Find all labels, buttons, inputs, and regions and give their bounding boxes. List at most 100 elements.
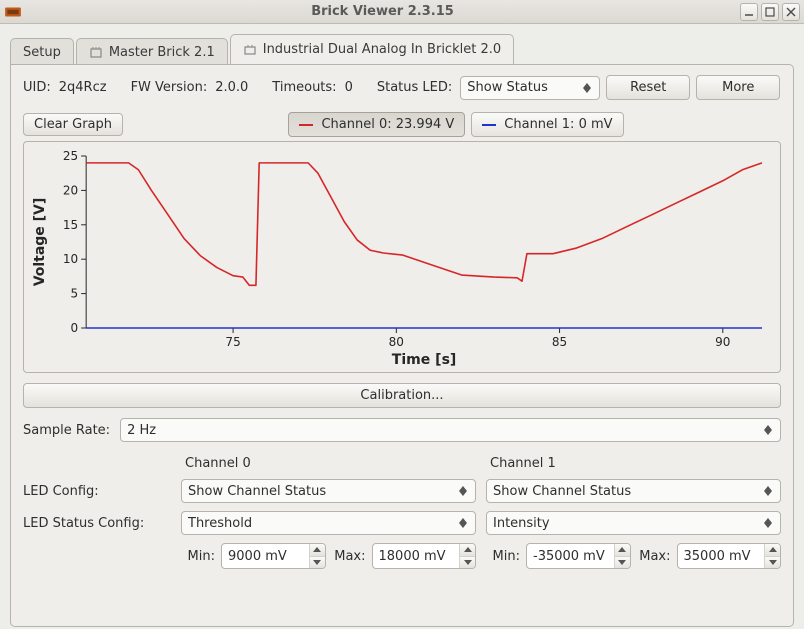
button-label: More bbox=[722, 80, 754, 95]
content-area: Setup Master Brick 2.1 Industrial Dual A… bbox=[0, 24, 804, 629]
channel1-swatch bbox=[482, 124, 496, 126]
svg-text:25: 25 bbox=[63, 149, 78, 163]
spin-up[interactable] bbox=[460, 544, 475, 557]
led-status-config-label: LED Status Config: bbox=[23, 516, 171, 531]
svg-text:90: 90 bbox=[715, 335, 730, 349]
statusled-label: Status LED: bbox=[377, 80, 452, 95]
calibration-row: Calibration... bbox=[23, 383, 781, 408]
reset-button[interactable]: Reset bbox=[606, 75, 690, 100]
sample-rate-label: Sample Rate: bbox=[23, 423, 110, 438]
minimize-button[interactable] bbox=[740, 3, 758, 21]
tab-label: Setup bbox=[23, 45, 61, 60]
spin-value: 18000 mV bbox=[373, 544, 460, 568]
statusled-value: Show Status bbox=[467, 80, 581, 95]
ch0-led-status-config-select[interactable]: Threshold bbox=[181, 511, 476, 535]
select-value: Show Channel Status bbox=[493, 484, 762, 499]
clear-graph-button[interactable]: Clear Graph bbox=[23, 113, 123, 136]
chart-canvas: 051015202575808590Time [s]Voltage [V] bbox=[28, 148, 770, 368]
updown-icon bbox=[762, 486, 774, 496]
more-button[interactable]: More bbox=[696, 75, 780, 100]
min-label: Min: bbox=[181, 549, 215, 564]
led-config-label: LED Config: bbox=[23, 484, 171, 499]
spin-down[interactable] bbox=[765, 557, 780, 569]
spin-down[interactable] bbox=[460, 557, 475, 569]
ch1-min-spin[interactable]: -35000 mV bbox=[526, 543, 631, 569]
window-title: Brick Viewer 2.3.15 bbox=[28, 4, 737, 19]
fw-value: 2.0.0 bbox=[215, 80, 248, 95]
select-value: Intensity bbox=[493, 516, 762, 531]
spin-up[interactable] bbox=[615, 544, 630, 557]
app-icon bbox=[4, 3, 22, 21]
updown-icon bbox=[457, 518, 469, 528]
tab-master-brick[interactable]: Master Brick 2.1 bbox=[76, 38, 228, 65]
channel0-header: Channel 0 bbox=[181, 456, 476, 471]
brick-icon bbox=[89, 46, 103, 60]
spin-value: -35000 mV bbox=[527, 544, 614, 568]
svg-text:0: 0 bbox=[70, 321, 78, 335]
ch1-led-config-select[interactable]: Show Channel Status bbox=[486, 479, 781, 503]
spin-down[interactable] bbox=[615, 557, 630, 569]
tab-setup[interactable]: Setup bbox=[10, 38, 74, 65]
voltage-chart: 051015202575808590Time [s]Voltage [V] bbox=[23, 141, 781, 373]
updown-icon bbox=[762, 518, 774, 528]
maximize-button[interactable] bbox=[761, 3, 779, 21]
button-label: Reset bbox=[630, 80, 666, 95]
ch1-led-status-config-select[interactable]: Intensity bbox=[486, 511, 781, 535]
select-value: Show Channel Status bbox=[188, 484, 457, 499]
sample-rate-select[interactable]: 2 Hz bbox=[120, 418, 781, 442]
timeouts-label: Timeouts: bbox=[272, 80, 336, 95]
fw-label: FW Version: bbox=[131, 80, 208, 95]
bricklet-icon bbox=[243, 43, 257, 57]
svg-text:5: 5 bbox=[70, 287, 78, 301]
ch1-max-spin[interactable]: 35000 mV bbox=[677, 543, 782, 569]
svg-text:10: 10 bbox=[63, 252, 78, 266]
close-button[interactable] bbox=[782, 3, 800, 21]
svg-text:20: 20 bbox=[63, 183, 78, 197]
led-status-config-row: LED Status Config: Threshold Intensity bbox=[23, 511, 781, 535]
window-titlebar: Brick Viewer 2.3.15 bbox=[0, 0, 804, 24]
calibration-button[interactable]: Calibration... bbox=[23, 383, 781, 408]
info-row: UID: 2q4Rcz FW Version: 2.0.0 Timeouts: … bbox=[23, 75, 781, 100]
uid-value: 2q4Rcz bbox=[59, 80, 107, 95]
svg-text:75: 75 bbox=[225, 335, 240, 349]
tab-panel: UID: 2q4Rcz FW Version: 2.0.0 Timeouts: … bbox=[10, 64, 794, 627]
spin-value: 9000 mV bbox=[222, 544, 309, 568]
minmax-row: Min: 9000 mV Max: 18000 mV Min: -35000 m… bbox=[23, 543, 781, 569]
tab-label: Master Brick 2.1 bbox=[109, 45, 215, 60]
tabs-row: Setup Master Brick 2.1 Industrial Dual A… bbox=[10, 32, 794, 64]
ch0-led-config-select[interactable]: Show Channel Status bbox=[181, 479, 476, 503]
ch0-minmax: Min: 9000 mV Max: 18000 mV bbox=[181, 543, 476, 569]
updown-icon bbox=[457, 486, 469, 496]
svg-text:80: 80 bbox=[389, 335, 404, 349]
channel1-label: Channel 1: 0 mV bbox=[504, 117, 612, 132]
ch0-min-spin[interactable]: 9000 mV bbox=[221, 543, 326, 569]
max-label: Max: bbox=[332, 549, 366, 564]
svg-text:Time [s]: Time [s] bbox=[392, 352, 457, 368]
statusled-select[interactable]: Show Status bbox=[460, 76, 600, 100]
channel0-toggle[interactable]: Channel 0: 23.994 V bbox=[288, 112, 465, 137]
button-label: Calibration... bbox=[360, 388, 443, 403]
channel0-label: Channel 0: 23.994 V bbox=[321, 117, 454, 132]
spin-up[interactable] bbox=[310, 544, 325, 557]
svg-text:Voltage [V]: Voltage [V] bbox=[32, 198, 48, 287]
ch0-max-spin[interactable]: 18000 mV bbox=[372, 543, 477, 569]
updown-icon bbox=[762, 425, 774, 435]
min-label: Min: bbox=[486, 549, 520, 564]
tab-label: Industrial Dual Analog In Bricklet 2.0 bbox=[263, 42, 501, 57]
channel1-toggle[interactable]: Channel 1: 0 mV bbox=[471, 112, 623, 137]
led-config-row: LED Config: Show Channel Status Show Cha… bbox=[23, 479, 781, 503]
sample-rate-row: Sample Rate: 2 Hz bbox=[23, 418, 781, 442]
max-label: Max: bbox=[637, 549, 671, 564]
uid-label: UID: bbox=[23, 80, 51, 95]
channels-header: Channel 0 Channel 1 bbox=[23, 456, 781, 471]
spin-up[interactable] bbox=[765, 544, 780, 557]
chart-toolbar: Clear Graph Channel 0: 23.994 V Channel … bbox=[23, 112, 781, 137]
tab-industrial-dual-analog[interactable]: Industrial Dual Analog In Bricklet 2.0 bbox=[230, 34, 514, 64]
sample-rate-value: 2 Hz bbox=[127, 423, 762, 438]
spin-down[interactable] bbox=[310, 557, 325, 569]
svg-text:85: 85 bbox=[552, 335, 567, 349]
timeouts-value: 0 bbox=[345, 80, 353, 95]
updown-icon bbox=[581, 83, 593, 93]
button-label: Clear Graph bbox=[34, 117, 112, 132]
spin-value: 35000 mV bbox=[678, 544, 765, 568]
